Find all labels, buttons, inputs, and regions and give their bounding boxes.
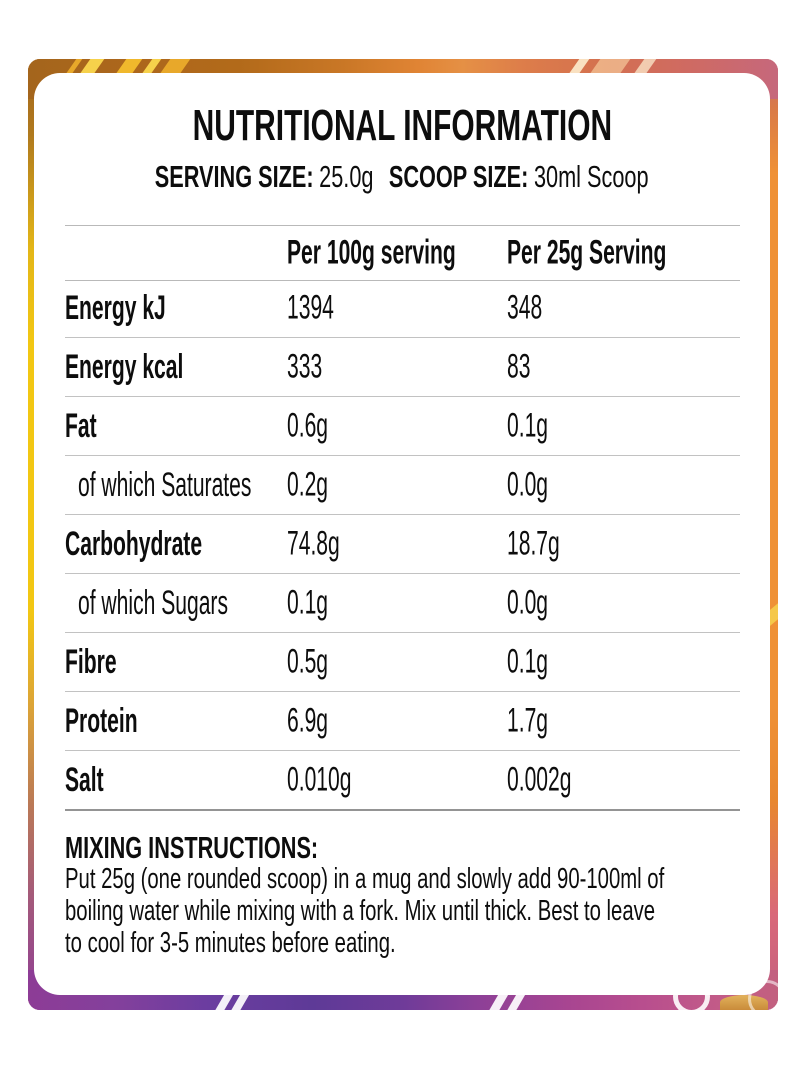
- mixing-instructions-line: to cool for 3-5 minutes before eating.: [65, 927, 396, 959]
- table-row-protein: Protein 6.9g 1.7g: [65, 692, 740, 751]
- table-row-saturates: of which Saturates 0.2g 0.0g: [65, 456, 740, 515]
- row-value-per25: 348: [507, 288, 543, 327]
- row-label: Fat: [65, 406, 97, 445]
- row-value-per25: 83: [507, 347, 531, 386]
- row-value-per100: 0.5g: [287, 642, 329, 681]
- serving-size-line: SERVING SIZE: 25.0g SCOOP SIZE: 30ml Scoop: [34, 159, 770, 195]
- row-value-per100: 74.8g: [287, 524, 340, 563]
- row-label: Protein: [65, 701, 138, 740]
- row-value-per25: 0.0g: [507, 465, 549, 504]
- row-value-per25: 0.002g: [507, 760, 572, 799]
- row-value-per100: 0.010g: [287, 760, 352, 799]
- nutrition-title: NUTRITIONAL INFORMATION: [34, 101, 770, 150]
- scoop-size-label: SCOOP SIZE:: [389, 159, 529, 194]
- table-row-energy-kcal: Energy kcal 333 83: [65, 338, 740, 397]
- row-label: Salt: [65, 760, 104, 799]
- row-label: of which Sugars: [78, 583, 228, 622]
- table-header-row: Per 100g serving Per 25g Serving: [65, 225, 740, 281]
- serving-size-label: SERVING SIZE:: [155, 159, 314, 194]
- nutrition-panel-card: NUTRITIONAL INFORMATION SERVING SIZE: 25.…: [34, 73, 770, 995]
- row-label: Carbohydrate: [65, 524, 203, 563]
- row-value-per100: 1394: [287, 288, 334, 327]
- row-value-per100: 0.2g: [287, 465, 329, 504]
- row-value-per25: 18.7g: [507, 524, 560, 563]
- serving-size-line-text: SERVING SIZE: 25.0g SCOOP SIZE: 30ml Scoop: [155, 159, 649, 195]
- row-label: of which Saturates: [78, 465, 252, 504]
- mixing-instructions-line: Put 25g (one rounded scoop) in a mug and…: [65, 863, 665, 895]
- mixing-instructions-heading: MIXING INSTRUCTIONS:: [65, 830, 427, 866]
- label-gradient-frame: NUTRITIONAL INFORMATION SERVING SIZE: 25.…: [28, 59, 778, 1010]
- row-label: Fibre: [65, 642, 117, 681]
- scoop-size-value: 30ml Scoop: [534, 159, 649, 194]
- row-label: Energy kJ: [65, 288, 166, 327]
- row-value-per100: 0.1g: [287, 583, 329, 622]
- row-label: Energy kcal: [65, 347, 184, 386]
- row-value-per25: 0.0g: [507, 583, 549, 622]
- column-header-per-25g: Per 25g Serving: [507, 233, 667, 272]
- row-value-per100: 0.6g: [287, 406, 329, 445]
- column-header-per-100g: Per 100g serving: [287, 233, 456, 272]
- row-value-per25: 1.7g: [507, 701, 549, 740]
- row-value-per25: 0.1g: [507, 406, 549, 445]
- table-row-carbohydrate: Carbohydrate 74.8g 18.7g: [65, 515, 740, 574]
- table-row-energy-kj: Energy kJ 1394 348: [65, 279, 740, 338]
- nutrition-table-body: Energy kJ 1394 348 Energy kcal 333 83 Fa…: [65, 279, 740, 811]
- row-value-per100: 6.9g: [287, 701, 329, 740]
- row-value-per100: 333: [287, 347, 323, 386]
- nutrition-title-text: NUTRITIONAL INFORMATION: [192, 101, 612, 150]
- mixing-instructions-body: Put 25g (one rounded scoop) in a mug and…: [65, 863, 723, 959]
- mixing-instructions-heading-text: MIXING INSTRUCTIONS:: [65, 830, 319, 865]
- table-row-salt: Salt 0.010g 0.002g: [65, 751, 740, 811]
- table-row-fibre: Fibre 0.5g 0.1g: [65, 633, 740, 692]
- row-value-per25: 0.1g: [507, 642, 549, 681]
- serving-size-value: 25.0g: [319, 159, 374, 194]
- table-row-fat: Fat 0.6g 0.1g: [65, 397, 740, 456]
- mixing-instructions-line: boiling water while mixing with a fork. …: [65, 895, 656, 927]
- table-row-sugars: of which Sugars 0.1g 0.0g: [65, 574, 740, 633]
